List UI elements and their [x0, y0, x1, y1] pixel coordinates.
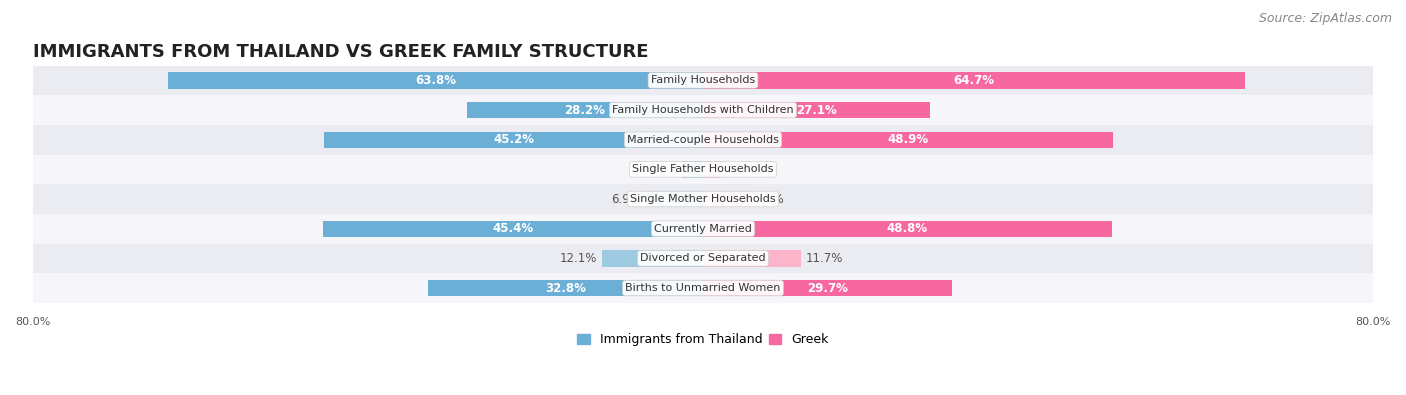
Text: Source: ZipAtlas.com: Source: ZipAtlas.com [1258, 12, 1392, 25]
Text: 63.8%: 63.8% [415, 74, 456, 87]
Legend: Immigrants from Thailand, Greek: Immigrants from Thailand, Greek [572, 328, 834, 352]
Text: 2.1%: 2.1% [724, 163, 755, 176]
Bar [645, 191, 703, 207]
Bar [325, 132, 703, 148]
Text: 11.7%: 11.7% [806, 252, 842, 265]
Bar [32, 273, 1374, 303]
Bar [703, 250, 801, 267]
Bar [703, 102, 929, 118]
Bar [32, 154, 1374, 184]
Text: Family Households with Children: Family Households with Children [612, 105, 794, 115]
Bar [32, 95, 1374, 125]
Text: 6.9%: 6.9% [612, 192, 641, 205]
Text: Single Mother Households: Single Mother Households [630, 194, 776, 204]
Bar [429, 280, 703, 296]
Bar [32, 125, 1374, 154]
Bar [682, 161, 703, 177]
Bar [703, 220, 1112, 237]
Text: IMMIGRANTS FROM THAILAND VS GREEK FAMILY STRUCTURE: IMMIGRANTS FROM THAILAND VS GREEK FAMILY… [32, 43, 648, 61]
Bar [32, 66, 1374, 95]
Text: 29.7%: 29.7% [807, 282, 848, 295]
Text: Currently Married: Currently Married [654, 224, 752, 234]
Text: 45.2%: 45.2% [494, 133, 534, 146]
Text: 12.1%: 12.1% [560, 252, 598, 265]
Bar [32, 214, 1374, 244]
Text: Divorced or Separated: Divorced or Separated [640, 253, 766, 263]
Bar [32, 244, 1374, 273]
Bar [32, 184, 1374, 214]
Bar [703, 280, 952, 296]
Bar [322, 220, 703, 237]
Text: 2.5%: 2.5% [648, 163, 678, 176]
Text: 48.8%: 48.8% [887, 222, 928, 235]
Bar [602, 250, 703, 267]
Text: 32.8%: 32.8% [546, 282, 586, 295]
Bar [703, 132, 1112, 148]
Bar [703, 72, 1246, 88]
Text: Births to Unmarried Women: Births to Unmarried Women [626, 283, 780, 293]
Text: 28.2%: 28.2% [564, 103, 606, 117]
Text: 48.9%: 48.9% [887, 133, 928, 146]
Bar [703, 161, 721, 177]
Text: 27.1%: 27.1% [796, 103, 837, 117]
Text: 5.6%: 5.6% [754, 192, 785, 205]
Text: Married-couple Households: Married-couple Households [627, 135, 779, 145]
Text: Family Households: Family Households [651, 75, 755, 85]
Bar [703, 191, 749, 207]
Bar [169, 72, 703, 88]
Text: 64.7%: 64.7% [953, 74, 994, 87]
Bar [467, 102, 703, 118]
Text: Single Father Households: Single Father Households [633, 164, 773, 174]
Text: 45.4%: 45.4% [492, 222, 533, 235]
